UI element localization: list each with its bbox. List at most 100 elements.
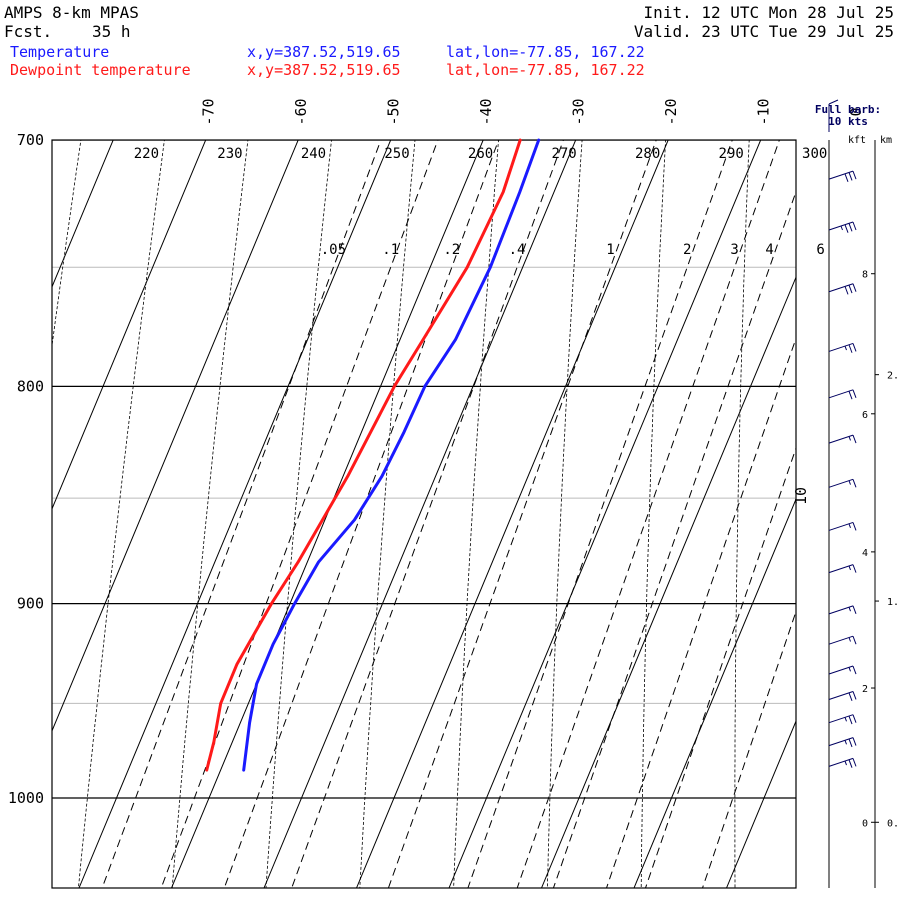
wind-barb-feather — [848, 759, 853, 768]
wind-barb-feather — [844, 286, 849, 295]
legend-temperature-xy: x,y=387.52,519.65 — [247, 43, 401, 61]
valid-time: Valid. 23 UTC Tue 29 Jul 25 — [633, 22, 894, 41]
wind-barb-half-feather — [844, 345, 847, 351]
mixing-ratio-label: 3 — [730, 242, 738, 258]
wind-barb-feather — [852, 283, 857, 292]
wind-barb-feather — [852, 564, 857, 573]
mixing-ratio-line — [605, 336, 796, 888]
wind-barb — [828, 757, 857, 768]
wind-barb-feather — [852, 758, 857, 767]
wind-barb-feather — [852, 714, 857, 723]
mixing-ratio-label: .1 — [382, 242, 399, 258]
wind-barb-feather — [852, 170, 857, 180]
mixing-ratio-line — [291, 140, 564, 888]
mixing-ratio-label: .4 — [509, 242, 526, 258]
wind-barb-feather — [852, 343, 857, 352]
theta-label: 300 — [802, 146, 827, 162]
isotherm-line — [263, 140, 577, 888]
legend-temperature-latlon: lat,lon=-77.85, 167.22 — [446, 43, 645, 61]
wind-barb-feather — [852, 636, 857, 645]
wind-barb-half-feather — [848, 480, 851, 485]
wind-barb — [828, 478, 857, 488]
wind-barb-feather — [848, 284, 853, 294]
temperature-tick-label: -50 — [385, 98, 403, 125]
wind-barb — [828, 170, 857, 182]
isotherm-line — [52, 140, 114, 289]
wind-barb-feather — [852, 389, 857, 399]
wind-barb-half-feather — [844, 717, 847, 722]
wind-barb-feather — [848, 692, 853, 701]
wind-barb-feather — [848, 715, 853, 725]
theta-label: 270 — [551, 146, 576, 162]
forecast-hour: 35 h — [92, 22, 131, 41]
wind-barb — [828, 342, 857, 353]
wind-barb-half-feather — [848, 565, 851, 571]
legend-dewpoint-latlon: lat,lon=-77.85, 167.22 — [446, 61, 645, 79]
dry-adiabat-line — [734, 140, 750, 888]
wind-barb — [828, 737, 857, 748]
km-tick-label: 0. — [887, 818, 899, 829]
dry-adiabat-line — [453, 140, 499, 888]
mixing-ratio-label: 2 — [683, 242, 691, 258]
model-title: AMPS 8-km MPAS — [4, 3, 139, 22]
wind-barb-feather — [852, 434, 857, 444]
wind-barb-half-feather — [848, 667, 851, 672]
dry-adiabat-line — [359, 140, 416, 888]
wind-barb-feather — [852, 221, 857, 231]
wind-barb — [828, 283, 857, 295]
kft-tick-label: 8 — [862, 270, 868, 281]
isotherm-line — [78, 140, 392, 888]
theta-label: 260 — [468, 146, 493, 162]
mixing-ratio-label: .2 — [443, 242, 460, 258]
wind-barb — [828, 521, 857, 531]
wind-barb-feather — [852, 522, 857, 531]
isotherm-line — [448, 140, 762, 888]
temperature-profile — [242, 138, 541, 772]
dry-adiabat-line — [52, 140, 82, 348]
temperature-tick-label: -10 — [755, 98, 773, 125]
theta-label: 220 — [134, 146, 159, 162]
wind-barb-feather — [852, 691, 857, 700]
mixing-ratio-label: 4 — [765, 242, 773, 258]
theta-label: 290 — [719, 146, 744, 162]
temperature-tick-label: -60 — [292, 98, 310, 125]
dry-adiabat-line — [77, 140, 165, 888]
wind-barb — [828, 389, 857, 400]
wind-barb-half-feather — [848, 607, 851, 612]
mixing-ratio-label: .05 — [321, 242, 346, 258]
km-axis-label: km — [880, 135, 892, 146]
wind-barb-half-feather — [844, 760, 847, 766]
temperature-tick-label: -20 — [662, 98, 680, 125]
barb-legend-flag — [828, 99, 839, 105]
mixing-ratio-line — [552, 190, 796, 888]
wind-barb-feather — [848, 172, 853, 181]
kft-axis-label: kft — [848, 135, 866, 146]
wind-barb-feather — [844, 224, 849, 233]
isotherm-line — [726, 719, 796, 888]
legend-temperature-name: Temperature — [10, 43, 110, 61]
barb-legend-speed: 10 kts — [828, 115, 868, 128]
wind-barb-feather — [848, 390, 853, 400]
temperature-tick-label: -70 — [200, 98, 218, 125]
wind-barb-feather — [844, 173, 849, 182]
wind-barb-feather — [852, 479, 857, 488]
mixing-ratio-line — [467, 140, 733, 888]
dewpoint-profile — [205, 138, 522, 772]
dry-adiabat-line — [171, 140, 249, 888]
mixing-ratio-line — [101, 140, 382, 888]
wind-barb — [828, 605, 857, 615]
wind-barb-feather — [848, 344, 853, 353]
wind-barb-feather — [852, 737, 857, 746]
wind-barb — [828, 434, 857, 444]
wind-barb-half-feather — [848, 436, 851, 441]
isotherm-line — [171, 140, 484, 888]
isotherm-line — [52, 140, 299, 733]
isotherm-line — [356, 140, 669, 888]
temperature-tick-label: -30 — [570, 98, 588, 125]
plot-frame — [51, 139, 797, 889]
wind-barb — [828, 564, 857, 574]
theta-label: 280 — [635, 146, 660, 162]
kft-tick-label: 4 — [862, 548, 868, 559]
theta-label: 230 — [217, 146, 242, 162]
